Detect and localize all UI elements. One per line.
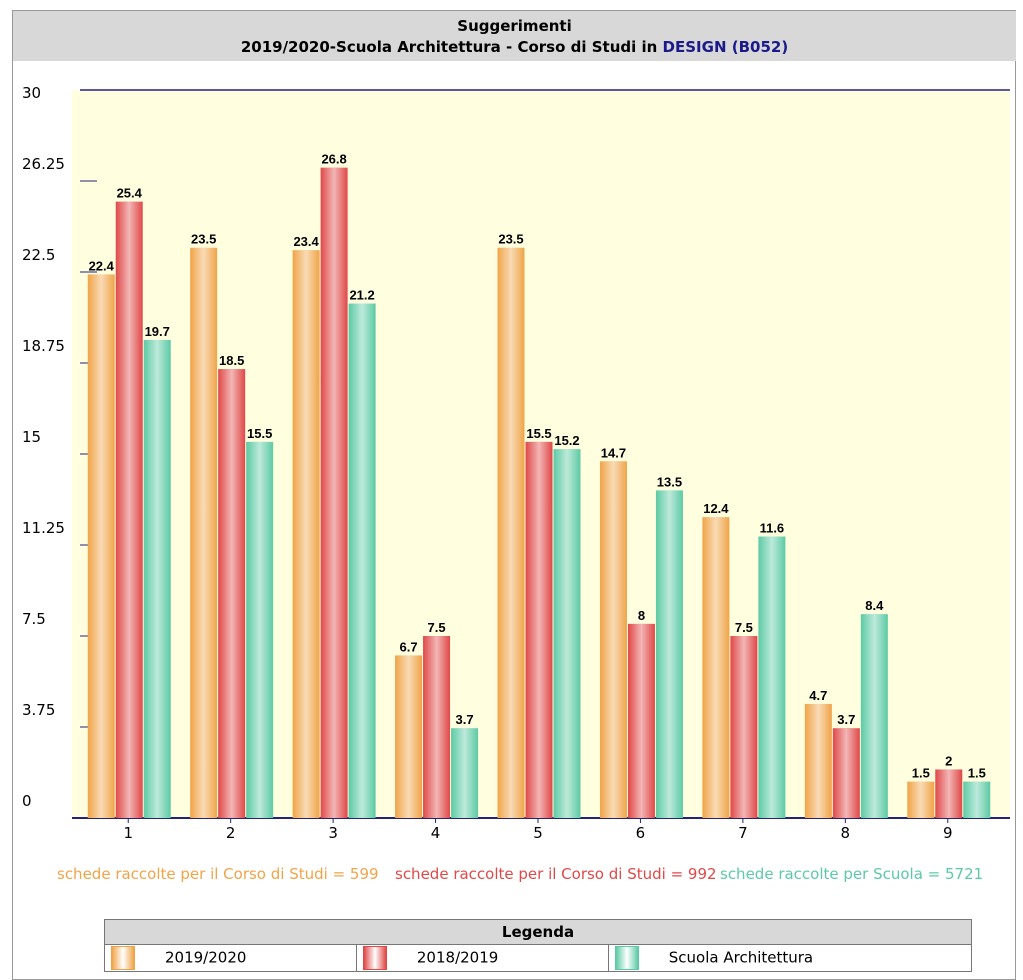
x-tick-label: 4: [431, 824, 441, 842]
value-label: 22.4: [89, 258, 115, 273]
bar-shine: [218, 369, 246, 818]
bar-shine: [804, 703, 832, 818]
subtitle-course: DESIGN (B052): [662, 38, 789, 56]
value-label: 1.5: [968, 766, 986, 781]
bar-shine: [87, 274, 115, 819]
value-label: 3.7: [837, 712, 855, 727]
bar-shine: [143, 339, 171, 818]
value-label: 23.5: [191, 232, 216, 247]
bar-shine: [935, 769, 963, 818]
y-tick-label: 18.75: [22, 337, 65, 355]
bar-shine: [832, 728, 860, 818]
value-label: 14.7: [601, 445, 626, 460]
value-label: 23.4: [293, 234, 319, 249]
subtitle-text: 2019/2020-Scuola Architettura - Corso di…: [240, 38, 658, 56]
value-label: 15.5: [247, 426, 272, 441]
bar-shine: [292, 250, 320, 818]
value-label: 21.2: [349, 288, 374, 303]
bar-shine: [525, 441, 553, 818]
bar-shine: [348, 303, 376, 819]
bar-shine: [115, 201, 143, 819]
bar-shine: [190, 247, 218, 818]
bar-shine: [627, 623, 655, 818]
y-tick-label: 26.25: [22, 155, 65, 173]
value-label: 19.7: [145, 324, 170, 339]
y-tick-label: 30: [22, 84, 41, 102]
legend-swatch: [362, 946, 387, 970]
value-label: 7.5: [428, 620, 446, 635]
legend-swatch: [111, 946, 135, 970]
note: schede raccolte per il Corso di Studi = …: [395, 865, 717, 883]
bar-shine: [320, 167, 348, 819]
note: schede raccolte per il Corso di Studi = …: [57, 865, 379, 883]
y-tick-label: 11.25: [22, 519, 65, 537]
value-label: 23.5: [498, 232, 523, 247]
value-label: 11.6: [760, 521, 785, 536]
y-tick-label: 7.5: [22, 610, 46, 628]
chart-title: Suggerimenti: [457, 17, 572, 35]
bar-shine: [907, 781, 935, 818]
y-tick-label: 3.75: [22, 701, 55, 719]
bar-shine: [702, 517, 730, 818]
y-tick-label: 0: [22, 792, 32, 810]
bar-shine: [963, 781, 991, 818]
bar-shine: [655, 490, 683, 818]
legend-title: Legenda: [104, 919, 972, 945]
value-label: 15.2: [554, 433, 579, 448]
x-tick-label: 3: [328, 824, 338, 842]
value-label: 7.5: [735, 620, 753, 635]
x-tick-label: 5: [533, 824, 543, 842]
x-tick-label: 9: [943, 824, 953, 842]
chart-subtitle: 2019/2020-Scuola Architettura - Corso di…: [13, 37, 1016, 58]
legend-item: Scuola Architettura: [607, 944, 973, 972]
bar-shine: [730, 636, 758, 818]
value-label: 3.7: [456, 712, 474, 727]
value-label: 1.5: [912, 766, 930, 781]
x-tick-label: 2: [226, 824, 236, 842]
value-label: 8.4: [865, 598, 884, 613]
bar-shine: [599, 461, 627, 818]
legend-label: 2018/2019: [416, 948, 499, 967]
legend: Legenda 2019/2020 2018/2019 Scuola Archite…: [104, 919, 973, 972]
legend-swatch: [614, 946, 639, 970]
legend-label: Scuola Architettura: [668, 948, 814, 967]
legend-label: 2019/2020: [165, 948, 247, 967]
x-tick-label: 7: [738, 824, 748, 842]
value-label: 15.5: [526, 426, 551, 441]
value-label: 18.5: [219, 353, 244, 368]
bar-shine: [758, 536, 786, 818]
bar-shine: [246, 441, 274, 818]
bar-shine: [395, 655, 423, 818]
bar-shine: [860, 614, 888, 818]
value-label: 8: [638, 608, 645, 623]
x-tick-label: 1: [123, 824, 133, 842]
value-label: 26.8: [321, 152, 346, 167]
note: schede raccolte per Scuola = 5721: [720, 865, 984, 883]
value-label: 12.4: [703, 501, 729, 516]
bar-shine: [497, 247, 525, 818]
legend-row: 2019/2020 2018/2019 Scuola Architettura: [104, 944, 973, 972]
bar-shine: [451, 728, 479, 818]
y-tick-label: 15: [22, 428, 41, 446]
value-label: 6.7: [400, 639, 418, 654]
x-tick-label: 6: [636, 824, 646, 842]
value-label: 4.7: [809, 688, 827, 703]
legend-item: 2019/2020: [104, 944, 357, 972]
y-tick-label: 22.5: [22, 246, 55, 264]
legend-item: 2018/2019: [355, 944, 609, 972]
title-bar: Suggerimenti 2019/2020-Scuola Architettu…: [13, 11, 1016, 61]
value-label: 25.4: [117, 186, 143, 201]
value-label: 13.5: [657, 474, 682, 489]
value-label: 2: [945, 753, 952, 768]
bar-shine: [553, 449, 581, 818]
x-tick-label: 8: [841, 824, 851, 842]
bar-shine: [423, 636, 451, 818]
